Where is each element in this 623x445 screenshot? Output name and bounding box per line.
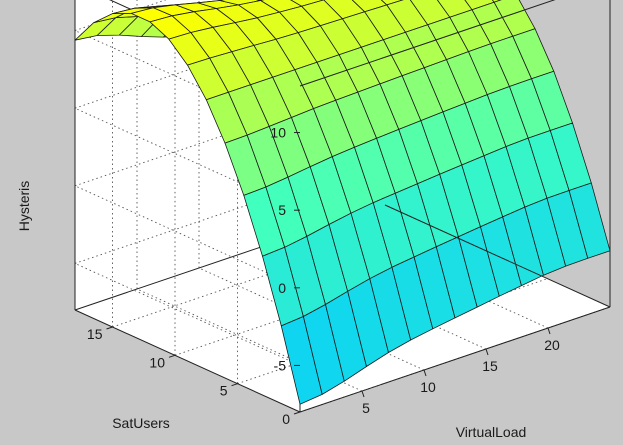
surface-mesh [74, 0, 611, 405]
grid-line [237, 278, 548, 385]
grid-line [260, 246, 487, 350]
grid-line [74, 185, 301, 289]
grid-line [112, 221, 423, 328]
x-tick-mark [547, 327, 551, 335]
grid-line [74, 158, 386, 264]
x-tick-label: 15 [482, 358, 498, 374]
grid-line [322, 225, 549, 329]
surface-patch [568, 182, 611, 259]
axes-box-front [299, 0, 611, 413]
x-tick-mark [361, 390, 365, 398]
y-axis-label: SatUsers [112, 415, 170, 431]
y-tick-label: 10 [149, 354, 165, 370]
y-tick-mark [293, 411, 301, 415]
y-tick-mark [168, 354, 176, 358]
y-tick-mark [231, 383, 238, 387]
z-axis-label: Hysteris [16, 181, 32, 232]
x-tick-label: 20 [544, 337, 560, 353]
z-tick-label: 0 [278, 280, 286, 296]
grid-line [74, 263, 301, 366]
x-tick-mark [485, 348, 489, 356]
box-edge [299, 0, 556, 87]
z-tick-label: -5 [274, 357, 287, 373]
y-tick-label: 5 [220, 383, 228, 399]
box-edge [299, 306, 611, 413]
y-tick-label: 0 [282, 411, 290, 427]
z-tick-label: 5 [278, 202, 286, 218]
y-tick-mark [106, 326, 113, 330]
grid-line [74, 80, 386, 187]
box-edge [384, 204, 611, 308]
grid-line [174, 249, 486, 356]
x-axis-label: VirtualLoad [456, 424, 527, 440]
y-tick-label: 15 [87, 326, 103, 342]
z-tick-label: 10 [270, 125, 286, 141]
x-tick-mark [423, 369, 427, 377]
x-tick-label: 10 [420, 379, 436, 395]
grid-line [74, 2, 386, 109]
x-tick-label: 5 [362, 400, 370, 416]
tick-labels: 5 10 15 20 0 5 10 15 -5 0 5 10 [87, 125, 560, 427]
